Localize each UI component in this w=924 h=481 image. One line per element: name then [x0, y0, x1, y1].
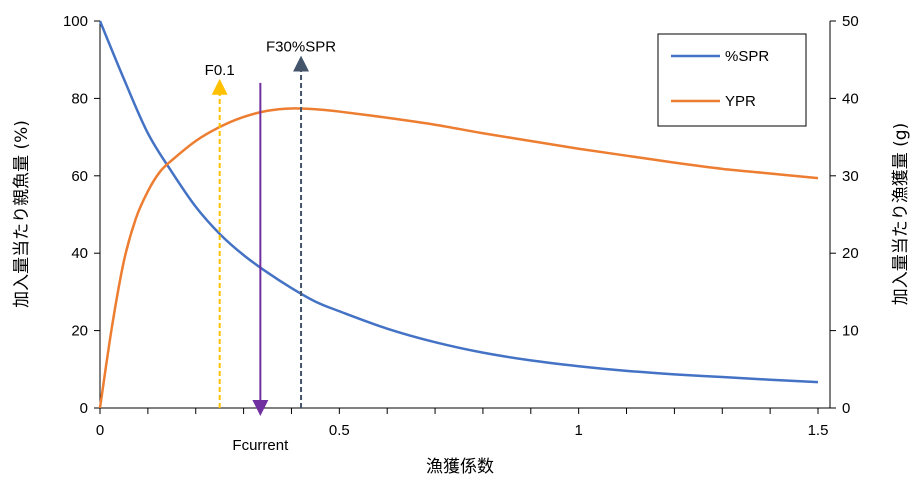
- y-axis-right-title: 加入量当たり漁獲量 (g): [891, 123, 911, 305]
- annotation-label-f30-spr: F30%SPR: [266, 39, 336, 56]
- x-tick-label: 0: [96, 422, 104, 439]
- legend-box: [657, 33, 807, 127]
- legend-label-spr: %SPR: [725, 48, 769, 65]
- legend-label-ypr: YPR: [725, 93, 756, 110]
- y-left-tick-label: 100: [63, 13, 88, 30]
- y-right-tick-label: 40: [842, 90, 859, 107]
- y-right-tick-label: 50: [842, 13, 859, 30]
- annotation-layer: F0.1 F30%SPR Fcurrent: [205, 39, 337, 454]
- series-layer: [98, 20, 819, 409]
- y-left-tick-label: 80: [71, 90, 88, 107]
- x-tick-label: 1.5: [808, 422, 829, 439]
- y-right-tick-label: 30: [842, 168, 859, 185]
- y-right-tick-label: 10: [842, 323, 859, 340]
- annotation-label-f0-1: F0.1: [205, 62, 235, 79]
- series-line-ypr: [98, 107, 819, 409]
- y-axis-left-title: 加入量当たり親魚量 (%): [12, 120, 32, 308]
- legend: %SPR YPR: [657, 33, 807, 127]
- series-line-spr: [98, 20, 819, 384]
- y-right-tick-label: 0: [842, 400, 850, 417]
- x-tick-label: 0.5: [329, 422, 350, 439]
- y-left-tick-label: 20: [71, 323, 88, 340]
- plot-area: 0 0.5 1 1.5 0 20 40 60 80 100 0 10 20 30 40 50 F0.1 F30%…: [63, 13, 859, 454]
- y-left-tick-label: 40: [71, 245, 88, 262]
- x-tick-label: 1: [574, 422, 582, 439]
- y-left-tick-label: 0: [80, 400, 88, 417]
- y-left-tick-label: 60: [71, 168, 88, 185]
- axes: 0 0.5 1 1.5 0 20 40 60 80 100 0 10 20 30 40 50: [63, 13, 859, 439]
- annotation-label-fcurrent: Fcurrent: [232, 437, 289, 454]
- x-axis-title: 漁獲係数: [426, 457, 494, 477]
- y-right-tick-label: 20: [842, 245, 859, 262]
